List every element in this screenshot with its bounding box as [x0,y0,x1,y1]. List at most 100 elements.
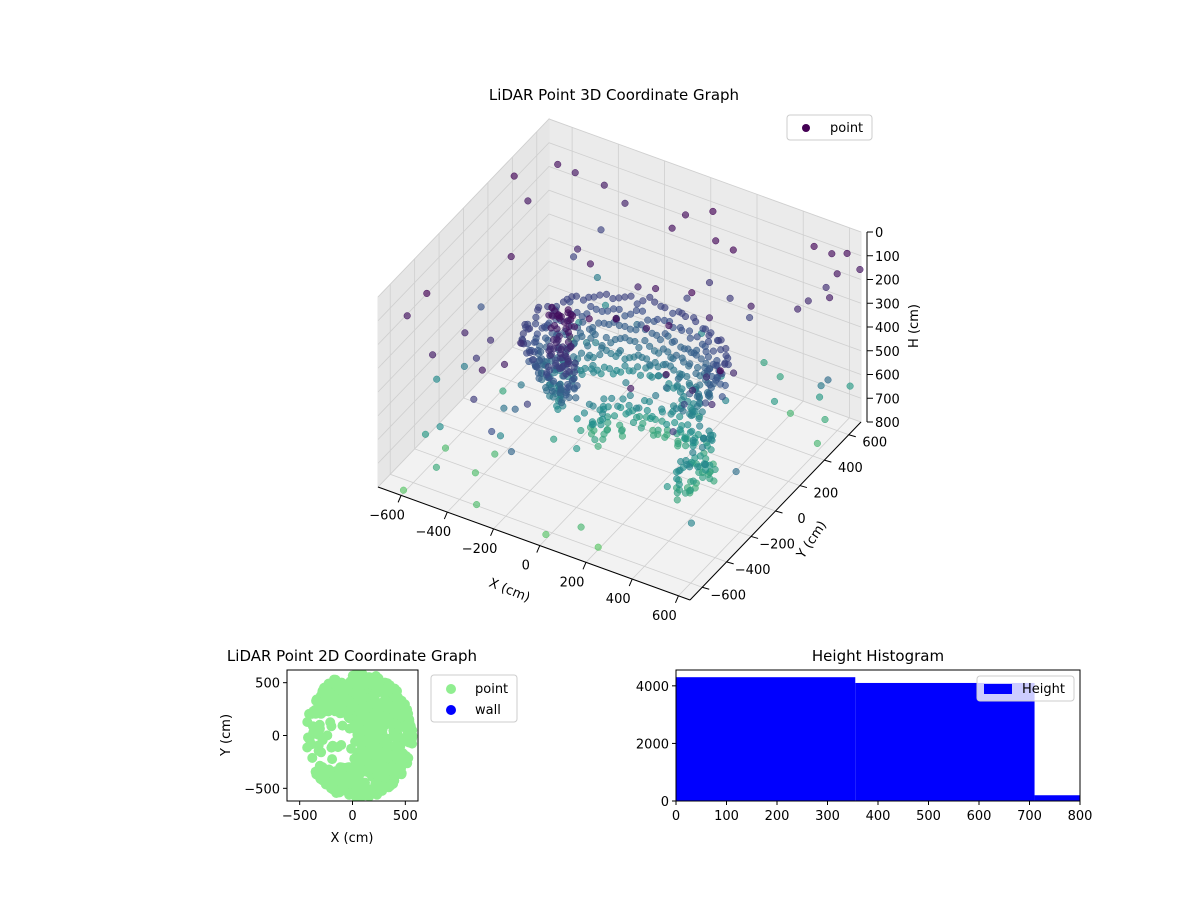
point-marker [709,347,717,355]
point-2d-marker [396,763,406,774]
point-marker [694,363,702,372]
point-2d-marker [326,721,337,732]
point-marker [621,199,629,207]
chart-3d-xlabel: X (cm) [487,576,532,606]
chart-hist-ticks: 0 100 200 300 400 500 600 700 800 0 2000 4000 [636,680,1093,824]
point-marker [692,369,700,378]
point-marker [706,475,714,483]
point-marker [619,395,627,403]
point-marker [559,298,568,306]
point-marker [585,315,593,323]
x-tick [582,562,587,570]
x-tick-label: 200 [560,575,585,590]
point-marker [717,336,725,344]
chart-3d-points [399,160,864,551]
point-marker [669,309,677,317]
point-marker [681,312,690,321]
point-marker [716,380,724,388]
point-marker [729,246,737,254]
point-2d-marker [337,720,348,731]
point-marker [681,434,689,443]
x-tick-label-hist: 500 [916,809,941,824]
point-2d-marker [351,779,362,789]
point-2d-marker [361,714,372,725]
point-2d-marker [314,699,325,710]
point-marker [746,314,754,322]
point-marker [547,324,555,332]
y-tick-label-2d: 500 [255,677,280,692]
point-2d-marker [336,765,347,776]
point-marker [705,279,714,287]
point-marker [681,211,690,219]
x-tick [536,545,541,553]
point-2d-marker [338,681,349,692]
x-tick-label-hist: 400 [866,809,891,824]
point-marker [618,427,626,435]
point-marker [696,422,704,430]
point-marker [542,334,550,342]
point-marker [545,311,553,319]
point-marker [478,366,486,374]
point-marker [639,297,647,305]
point-marker [556,365,564,373]
z-tick-label: 600 [875,369,900,384]
point-marker [822,283,830,291]
point-marker [585,400,593,408]
point-marker [669,428,677,436]
point-marker [702,373,711,381]
point-marker [670,366,678,374]
point-marker [614,402,622,410]
point-marker [598,342,606,350]
y-tick-label: −600 [710,588,746,603]
point-marker [656,336,664,344]
point-marker [588,420,596,429]
point-marker [650,431,658,439]
point-2d-marker [386,762,397,773]
grid-line-z [377,284,862,464]
y-tick-label: −200 [759,537,795,552]
point-marker [663,420,671,428]
point-marker [701,325,709,333]
point-marker [687,519,695,527]
point-2d-marker [314,723,325,734]
point-marker [557,345,565,354]
point-marker [548,387,556,395]
point-marker [732,468,740,476]
point-marker [685,327,694,335]
y-tick [750,535,759,539]
point-marker [621,355,629,363]
point-marker [688,427,696,435]
point-2d-marker [368,690,379,701]
point-marker [711,465,719,474]
point-marker [632,306,640,315]
grid-line-z [377,189,862,369]
point-2d-marker [380,735,391,746]
chart-2d-title: LiDAR Point 2D Coordinate Graph [227,647,477,665]
point-marker [587,334,595,342]
chart-2d-points [302,670,418,801]
point-marker [693,402,701,410]
point-marker [638,353,646,361]
chart-3d-scatter: LiDAR Point 3D Coordinate Graph −600 −400… [369,86,922,624]
point-marker [460,362,468,370]
point-marker [810,242,818,250]
point-marker [597,421,605,429]
point-marker [828,250,836,258]
point-marker [590,368,598,376]
point-2d-marker [339,775,350,786]
point-marker [573,415,581,423]
point-marker [662,384,670,392]
point-marker [605,365,614,373]
point-marker [612,314,620,323]
point-2d-marker [340,707,351,718]
x-tick-label-hist: 100 [714,809,739,824]
point-marker [597,226,605,234]
point-marker [487,336,495,344]
x-tick-label: −200 [462,542,498,557]
point-marker [824,376,832,384]
point-marker [625,401,633,409]
point-2d-marker [345,676,356,687]
point-marker [621,312,629,320]
point-2d-marker [313,745,324,756]
histogram-bar [855,682,1035,801]
